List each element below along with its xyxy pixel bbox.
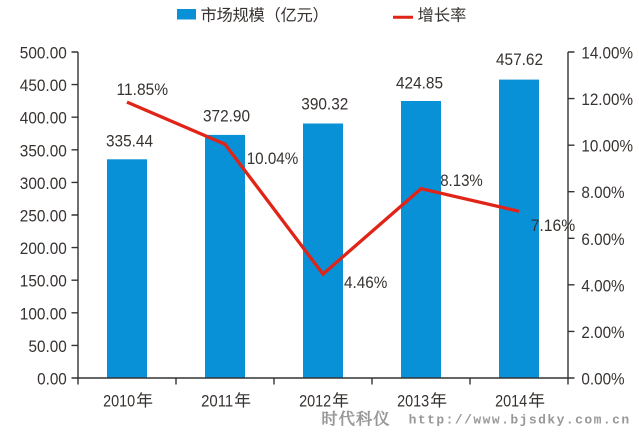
svg-text:14.00%: 14.00% bbox=[581, 44, 633, 63]
svg-text:2013: 2013 bbox=[397, 391, 429, 410]
svg-text:424.85: 424.85 bbox=[396, 74, 443, 93]
svg-text:250.00: 250.00 bbox=[20, 207, 67, 226]
svg-text:4.46%: 4.46% bbox=[344, 273, 387, 292]
svg-text:11.85%: 11.85% bbox=[117, 80, 169, 99]
svg-text:10.04%: 10.04% bbox=[247, 149, 299, 168]
svg-text:457.62: 457.62 bbox=[496, 50, 543, 69]
svg-text:400.00: 400.00 bbox=[20, 109, 67, 128]
svg-text:2.00%: 2.00% bbox=[581, 323, 624, 342]
svg-text:50.00: 50.00 bbox=[29, 337, 67, 356]
svg-text:0.00: 0.00 bbox=[37, 370, 67, 389]
svg-text:4.00%: 4.00% bbox=[581, 276, 624, 295]
svg-text:0.00%: 0.00% bbox=[581, 370, 624, 389]
svg-text:200.00: 200.00 bbox=[20, 239, 67, 258]
svg-text:6.00%: 6.00% bbox=[581, 230, 624, 249]
svg-text:335.44: 335.44 bbox=[106, 131, 153, 150]
svg-text:2010: 2010 bbox=[103, 391, 135, 410]
svg-text:2012: 2012 bbox=[299, 391, 331, 410]
svg-text:8.00%: 8.00% bbox=[581, 183, 624, 202]
svg-text:http://www.bjsdky.com.cn: http://www.bjsdky.com.cn bbox=[409, 413, 631, 428]
svg-text:10.00%: 10.00% bbox=[581, 137, 633, 156]
svg-text:300.00: 300.00 bbox=[20, 174, 67, 193]
svg-text:12.00%: 12.00% bbox=[581, 90, 633, 109]
svg-text:8.13%: 8.13% bbox=[440, 171, 483, 190]
svg-text:150.00: 150.00 bbox=[20, 272, 67, 291]
svg-text:372.90: 372.90 bbox=[203, 106, 250, 125]
svg-text:500.00: 500.00 bbox=[20, 44, 67, 63]
svg-text:100.00: 100.00 bbox=[20, 304, 67, 323]
svg-text:2011: 2011 bbox=[201, 391, 233, 410]
svg-text:450.00: 450.00 bbox=[20, 76, 67, 95]
svg-text:7.16%: 7.16% bbox=[531, 216, 576, 235]
svg-text:2014: 2014 bbox=[495, 391, 527, 410]
svg-text:390.32: 390.32 bbox=[301, 95, 348, 114]
svg-text:350.00: 350.00 bbox=[20, 141, 67, 160]
